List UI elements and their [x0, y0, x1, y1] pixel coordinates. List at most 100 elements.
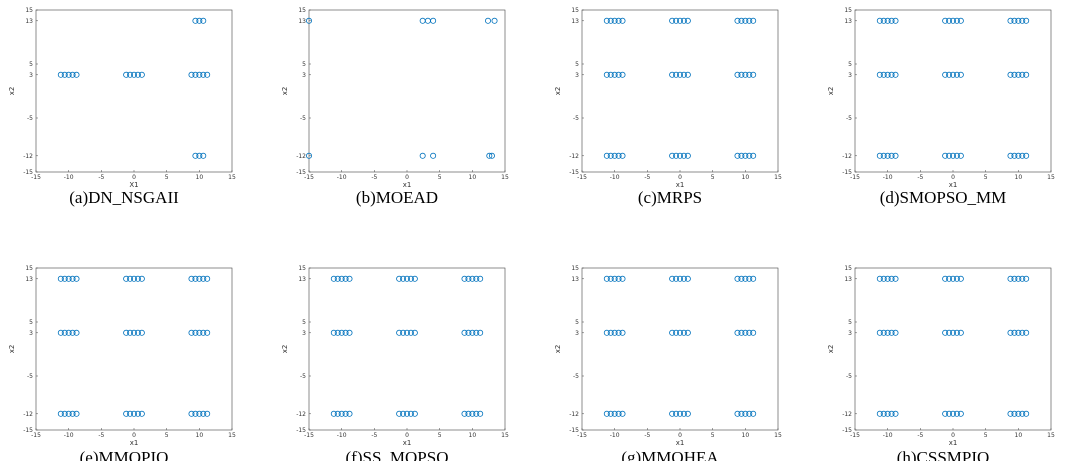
point: [603, 329, 610, 336]
point: [473, 329, 480, 336]
x-tick-label: 0: [951, 432, 955, 439]
point: [69, 410, 76, 417]
point: [888, 410, 895, 417]
x-tick-label: 10: [469, 174, 477, 181]
point: [1011, 152, 1018, 159]
point: [1015, 410, 1022, 417]
x-axis-label: x1: [949, 439, 958, 447]
point: [734, 410, 741, 417]
y-tick-label: 5: [302, 319, 306, 326]
y-tick-label: -12: [23, 411, 33, 418]
point: [680, 410, 687, 417]
y-axis-label: x2: [281, 345, 289, 354]
point: [734, 152, 741, 159]
point: [465, 275, 472, 282]
point: [200, 17, 207, 24]
point: [1011, 17, 1018, 24]
point: [750, 275, 757, 282]
y-tick-label: -12: [842, 411, 852, 418]
y-axis-label: x2: [8, 345, 16, 354]
y-tick-label: -5: [846, 115, 852, 122]
y-tick-label: -5: [300, 115, 306, 122]
point: [196, 71, 203, 78]
point: [342, 410, 349, 417]
point: [346, 275, 353, 282]
point: [611, 17, 618, 24]
point: [488, 152, 495, 159]
y-tick-label: 13: [571, 18, 579, 25]
point: [619, 329, 626, 336]
point: [876, 410, 883, 417]
point: [65, 71, 72, 78]
axes-box: [308, 267, 506, 431]
y-tick-label: 3: [302, 72, 306, 79]
y-axis-label: x2: [8, 87, 16, 96]
point: [619, 17, 626, 24]
x-axis-label: x1: [403, 439, 412, 447]
x-tick-label: -5: [371, 432, 377, 439]
point: [403, 275, 410, 282]
point: [942, 17, 949, 24]
point: [338, 329, 345, 336]
point: [880, 329, 887, 336]
point: [200, 152, 207, 159]
point: [411, 329, 418, 336]
point: [127, 275, 134, 282]
point: [338, 410, 345, 417]
point: [603, 71, 610, 78]
point: [603, 275, 610, 282]
point: [123, 71, 130, 78]
point: [188, 329, 195, 336]
point: [742, 17, 749, 24]
point: [1023, 275, 1030, 282]
y-tick-label: -15: [23, 427, 33, 434]
point: [946, 275, 953, 282]
point: [742, 71, 749, 78]
point: [134, 275, 141, 282]
point: [615, 410, 622, 417]
point: [615, 71, 622, 78]
x-tick-label: -10: [64, 432, 74, 439]
point: [957, 71, 964, 78]
point: [305, 17, 312, 24]
point: [953, 17, 960, 24]
point: [619, 275, 626, 282]
x-tick-label: 0: [405, 174, 409, 181]
y-tick-label: 3: [29, 72, 33, 79]
point: [73, 410, 80, 417]
point: [942, 329, 949, 336]
point: [892, 329, 899, 336]
y-tick-label: 3: [848, 330, 852, 337]
point: [407, 275, 414, 282]
y-tick-label: 13: [298, 276, 306, 283]
point: [196, 275, 203, 282]
y-tick-label: 15: [571, 7, 579, 14]
point: [884, 275, 891, 282]
point: [619, 152, 626, 159]
point: [1015, 71, 1022, 78]
point: [1011, 410, 1018, 417]
point: [461, 329, 468, 336]
point: [200, 329, 207, 336]
point: [486, 152, 493, 159]
y-tick-label: 3: [575, 72, 579, 79]
x-tick-label: 15: [1047, 432, 1055, 439]
axes-box: [854, 9, 1052, 173]
point: [1023, 329, 1030, 336]
x-tick-label: -10: [64, 174, 74, 181]
point: [950, 17, 957, 24]
point: [204, 71, 211, 78]
y-tick-label: -15: [842, 169, 852, 176]
x-tick-label: -15: [304, 174, 314, 181]
point: [204, 275, 211, 282]
point: [200, 71, 207, 78]
point: [305, 152, 312, 159]
point: [892, 71, 899, 78]
x-tick-label: 10: [196, 432, 204, 439]
point: [65, 329, 72, 336]
point: [892, 410, 899, 417]
point: [603, 17, 610, 24]
point: [669, 152, 676, 159]
y-tick-label: -15: [569, 427, 579, 434]
x-tick-label: -15: [850, 432, 860, 439]
